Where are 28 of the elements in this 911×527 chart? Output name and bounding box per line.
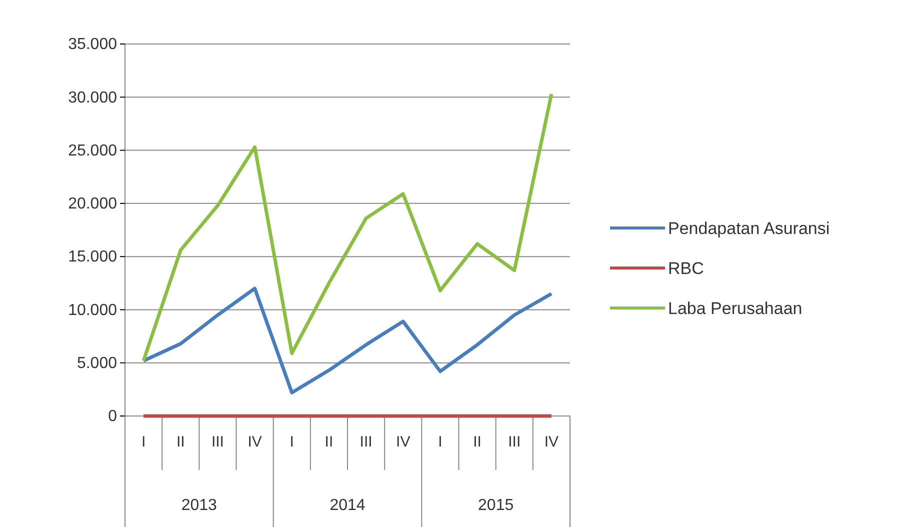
- y-tick-label: 25.000: [68, 142, 118, 160]
- y-tick-label: 5.000: [76, 354, 118, 372]
- legend-label: Pendapatan Asuransi: [668, 219, 830, 238]
- line-series: [142, 92, 554, 362]
- line-series: [142, 286, 554, 394]
- x-tick-label: I: [438, 434, 442, 451]
- x-tick-label: II: [324, 434, 334, 451]
- text: 2015: [478, 497, 514, 514]
- x-tick-label: III: [360, 434, 372, 451]
- x-tick-label: III: [508, 434, 521, 451]
- y-tick-label: 20.000: [68, 196, 118, 213]
- legend-label: RBC: [668, 259, 704, 278]
- y-tick-label: 30.000: [68, 89, 118, 106]
- y-tick-label: 15.000: [68, 248, 118, 266]
- x-tick-label: IV: [248, 434, 262, 451]
- x-tick-label: I: [290, 434, 294, 451]
- x-tick-label: II: [473, 434, 482, 451]
- legend-label: Laba Perusahaan: [668, 299, 802, 318]
- x-tick-label: IV: [396, 434, 410, 451]
- y-tick-label: 35.000: [68, 36, 118, 54]
- x-tick-label: I: [141, 434, 146, 451]
- y-tick-label: 0: [108, 408, 118, 426]
- x-tick-label: II: [176, 434, 185, 451]
- text: 2014: [330, 497, 366, 514]
- y-tick-label: 10.000: [68, 302, 118, 319]
- text: 2013: [181, 497, 218, 514]
- x-tick-label: III: [211, 434, 224, 451]
- x-tick-label: IV: [544, 434, 559, 451]
